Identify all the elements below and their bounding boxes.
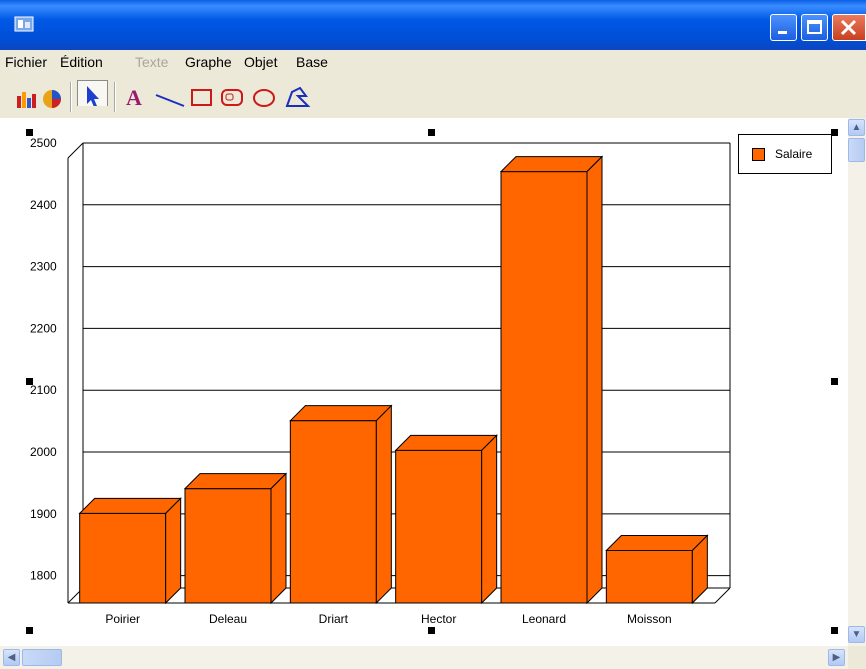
- svg-text:A: A: [126, 85, 142, 110]
- menu-graphe[interactable]: Graphe: [185, 54, 232, 70]
- menu-base[interactable]: Base: [296, 54, 328, 70]
- y-tick-label: 2000: [30, 445, 57, 459]
- app-icon: [14, 16, 34, 32]
- floor-side-edge: [714, 587, 731, 604]
- bar-top: [499, 156, 604, 173]
- rectangle-tool-icon[interactable]: [190, 84, 214, 110]
- x-tick-label: Deleau: [209, 612, 247, 626]
- menu-fichier[interactable]: Fichier: [5, 54, 48, 70]
- y-tick-label: 1900: [30, 507, 57, 521]
- bar: [395, 449, 483, 604]
- menu-bar: Fichier Édition Texte Graphe Objet Base: [0, 50, 866, 74]
- legend-swatch: [752, 148, 765, 161]
- selection-handle[interactable]: [428, 627, 435, 634]
- selection-handle[interactable]: [428, 129, 435, 136]
- legend-label-salaire: Salaire: [775, 147, 813, 161]
- bar-top: [605, 534, 709, 551]
- maximize-icon: [807, 20, 822, 34]
- x-tick-label: Poirier: [105, 612, 140, 626]
- rounded-rectangle-tool-icon[interactable]: [220, 84, 246, 110]
- y-tick-label: 2200: [30, 321, 57, 335]
- horizontal-scrollbar[interactable]: ◀ ▶: [0, 646, 848, 669]
- drawing-canvas[interactable]: 1800 1900 2000 2100 2200 2300 2400 2500 Poirier D…: [0, 118, 848, 646]
- bar: [289, 420, 377, 604]
- bar-side: [691, 534, 708, 605]
- bar: [605, 549, 693, 604]
- x-tick-label: Moisson: [627, 612, 672, 626]
- bar: [184, 488, 272, 604]
- chart-legend: Salaire: [738, 134, 832, 174]
- title-bar[interactable]: [0, 0, 866, 50]
- minimize-icon: [778, 31, 787, 34]
- bar-top: [394, 434, 498, 451]
- menu-texte[interactable]: Texte: [135, 54, 169, 70]
- selection-handle[interactable]: [831, 627, 838, 634]
- side-wall-edge: [67, 142, 84, 159]
- bar-top: [78, 497, 182, 514]
- x-tick-label: Leonard: [522, 612, 566, 626]
- menu-edition[interactable]: Édition: [60, 54, 103, 70]
- close-button[interactable]: [832, 14, 866, 41]
- selection-handle[interactable]: [831, 129, 838, 136]
- toolbar-separator: [114, 82, 116, 112]
- bar-side: [481, 434, 498, 605]
- scroll-corner: [848, 646, 866, 669]
- vertical-scroll-thumb[interactable]: [848, 138, 865, 162]
- y-tick-label: 2100: [30, 383, 57, 397]
- oval-tool-icon[interactable]: [251, 84, 279, 110]
- bar-side: [165, 497, 182, 605]
- polygon-tool-icon[interactable]: [284, 84, 312, 110]
- arrow-pointer-icon[interactable]: [77, 80, 109, 106]
- text-tool-icon[interactable]: A: [124, 84, 148, 110]
- selection-handle[interactable]: [26, 129, 33, 136]
- scroll-right-button[interactable]: ▶: [828, 649, 845, 666]
- bar: [79, 512, 167, 604]
- bar: [500, 171, 588, 604]
- scroll-up-button[interactable]: ▲: [848, 119, 865, 136]
- toolbar: A: [0, 74, 866, 118]
- minimize-button[interactable]: [770, 14, 797, 41]
- bar-side: [586, 155, 603, 605]
- horizontal-scroll-thumb[interactable]: [22, 649, 62, 666]
- y-tick-label: 2300: [30, 260, 57, 274]
- maximize-button[interactable]: [801, 14, 828, 41]
- close-icon: [840, 19, 857, 36]
- line-tool-icon[interactable]: [153, 84, 187, 110]
- toolbar-separator: [70, 82, 72, 112]
- x-tick-label: Driart: [319, 612, 349, 626]
- x-tick-label: Hector: [421, 612, 456, 626]
- bar-side: [375, 404, 392, 605]
- graph-style-icon[interactable]: [16, 84, 66, 110]
- menu-objet[interactable]: Objet: [244, 54, 278, 70]
- selection-handle[interactable]: [26, 627, 33, 634]
- selection-handle[interactable]: [26, 378, 33, 385]
- y-tick-label: 1800: [30, 569, 57, 583]
- y-tick-label: 2400: [30, 198, 57, 212]
- bar-top: [289, 405, 393, 422]
- bar-chart: 1800 1900 2000 2100 2200 2300 2400 2500 Poirier D…: [30, 136, 731, 626]
- bar-top: [183, 473, 288, 490]
- selection-handle[interactable]: [831, 378, 838, 385]
- vertical-scrollbar[interactable]: ▲ ▼: [848, 118, 866, 646]
- y-tick-label: 2500: [30, 136, 57, 150]
- bar-side: [270, 472, 287, 605]
- scroll-left-button[interactable]: ◀: [3, 649, 20, 666]
- scroll-down-button[interactable]: ▼: [848, 626, 865, 643]
